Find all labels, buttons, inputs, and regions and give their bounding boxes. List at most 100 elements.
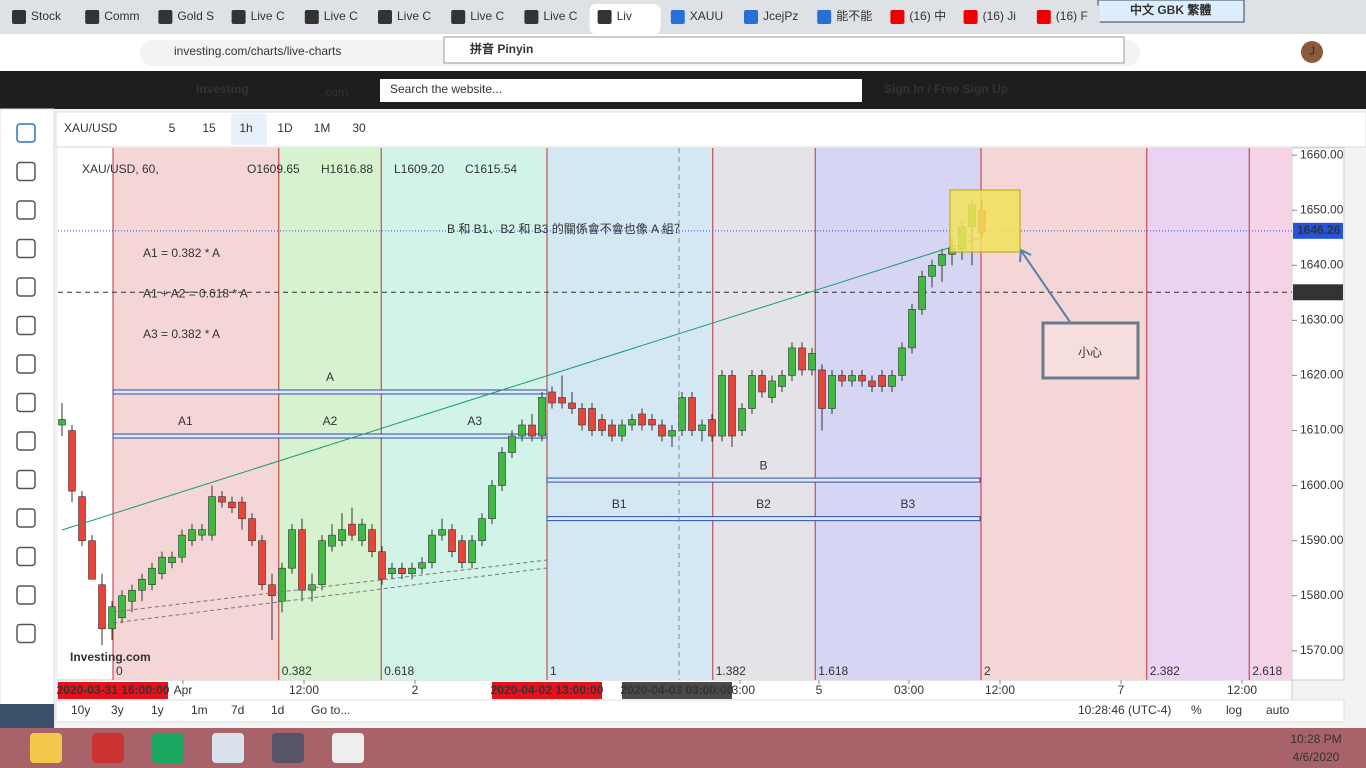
tool-icon[interactable]: [16, 238, 36, 259]
taskbar-app[interactable]: [152, 733, 184, 763]
fib-band: [1146, 148, 1250, 680]
symbol[interactable]: XAU/USD: [64, 121, 118, 135]
search-placeholder[interactable]: Search the website...: [390, 82, 502, 96]
interval[interactable]: 1D: [277, 121, 293, 135]
range-button[interactable]: 7d: [231, 703, 244, 717]
tab-title[interactable]: Stock: [31, 9, 62, 23]
candle-body: [248, 518, 256, 541]
candle-body: [628, 419, 636, 426]
axis-option[interactable]: log: [1226, 703, 1242, 717]
tool-icon[interactable]: [16, 623, 36, 644]
tab-title[interactable]: Live C: [397, 9, 431, 23]
search-box[interactable]: [380, 79, 862, 102]
collapse-button[interactable]: [0, 704, 54, 728]
candle-body: [848, 375, 856, 382]
tool-icon[interactable]: [16, 469, 36, 490]
candle-body: [378, 551, 386, 580]
candle-body: [918, 276, 926, 310]
tool-icon[interactable]: [16, 315, 36, 336]
axis-option[interactable]: auto: [1266, 703, 1290, 717]
taskbar-app[interactable]: [30, 733, 62, 763]
interval[interactable]: 30: [352, 121, 366, 135]
interval[interactable]: 1M: [314, 121, 331, 135]
tool-icon[interactable]: [16, 508, 36, 528]
candle-body: [98, 584, 106, 630]
candle-body: [358, 523, 366, 541]
range-button[interactable]: 10y: [71, 703, 90, 717]
tab-title[interactable]: Live C: [470, 9, 504, 23]
x-tick-label: 5: [816, 683, 823, 697]
legend-title: XAU/USD, 60,: [82, 162, 159, 176]
watermark: Investing.com: [70, 650, 151, 664]
interval[interactable]: 1h: [239, 121, 252, 135]
candle-body: [828, 375, 836, 409]
candle-body: [928, 265, 936, 277]
tool-icon[interactable]: [16, 431, 36, 451]
tab-icon: [158, 10, 173, 24]
y-tick-label: 1650.00: [1300, 202, 1344, 216]
tab-title[interactable]: Live C: [543, 9, 577, 23]
price-tag-label: 1635.10: [1297, 284, 1341, 298]
candle-body: [298, 529, 306, 591]
tab-title[interactable]: Gold S: [177, 9, 214, 23]
tab-title[interactable]: (16) F: [1056, 9, 1088, 23]
candle-body: [228, 501, 236, 508]
tool-icon[interactable]: [16, 585, 36, 605]
tool-icon[interactable]: [16, 123, 36, 143]
interval[interactable]: 15: [202, 121, 216, 135]
tool-icon[interactable]: [16, 161, 36, 182]
tab-title[interactable]: (16) Ji: [983, 9, 1016, 23]
tool-icon[interactable]: [16, 200, 36, 220]
sign-in[interactable]: Sign In / Free Sign Up: [884, 82, 1008, 96]
tool-icon[interactable]: [16, 546, 36, 567]
tab-icon: [963, 10, 978, 24]
tab-title[interactable]: Live C: [324, 9, 358, 23]
range-button[interactable]: 1y: [151, 703, 164, 717]
taskbar-app[interactable]: [332, 733, 364, 763]
tab-title[interactable]: XAUU: [690, 9, 723, 23]
ime-text: 拼音 Pinyin: [470, 41, 533, 56]
tab-title[interactable]: Live C: [251, 9, 285, 23]
taskbar-app[interactable]: [212, 733, 244, 763]
price-tag-label: 1646.26: [1297, 223, 1341, 237]
legend-ohlc: L1609.20: [394, 162, 444, 176]
tab-icon: [231, 10, 246, 24]
range-button[interactable]: 1m: [191, 703, 208, 717]
tab-title[interactable]: JcejPz: [763, 9, 798, 23]
level-label: A: [326, 370, 334, 384]
tab-title[interactable]: Comm: [104, 9, 139, 23]
url[interactable]: investing.com/charts/live-charts: [174, 44, 341, 58]
trend-line: [61, 237, 981, 531]
tool-icon[interactable]: [16, 392, 36, 413]
candle-body: [68, 430, 76, 492]
taskbar-app[interactable]: [272, 733, 304, 763]
highlight-box: [949, 189, 1021, 253]
candle-body: [638, 413, 646, 426]
y-tick-label: 1570.00: [1300, 643, 1344, 657]
interval[interactable]: 5: [169, 121, 176, 135]
profile-initial[interactable]: J: [1309, 44, 1315, 58]
candle-body: [498, 452, 506, 486]
tab-title[interactable]: 能不能: [836, 9, 872, 23]
range-button[interactable]: 1d: [271, 703, 284, 717]
bottom-bar: [55, 699, 1345, 723]
tool-icon[interactable]: [16, 277, 36, 297]
arrow: [1021, 251, 1071, 323]
axis-option[interactable]: %: [1191, 703, 1202, 717]
tab-title[interactable]: Liv: [617, 9, 632, 23]
tab-title[interactable]: (16) 中: [909, 8, 946, 23]
y-tick-label: 1640.00: [1300, 257, 1344, 271]
candle-body: [678, 397, 686, 431]
taskbar-app[interactable]: [92, 733, 124, 763]
candle-body: [838, 375, 846, 382]
candle-body: [348, 523, 356, 536]
profile[interactable]: [1301, 41, 1323, 63]
range-button[interactable]: Go to...: [311, 703, 350, 717]
fib-label: 1.382: [716, 664, 746, 678]
tool-icon[interactable]: [16, 354, 36, 374]
tab-icon: [817, 10, 832, 24]
price-tag: [1293, 284, 1343, 301]
level-label: A3: [467, 414, 482, 428]
range-button[interactable]: 3y: [111, 703, 124, 717]
clock: 10:28:46 (UTC-4): [1078, 703, 1171, 717]
